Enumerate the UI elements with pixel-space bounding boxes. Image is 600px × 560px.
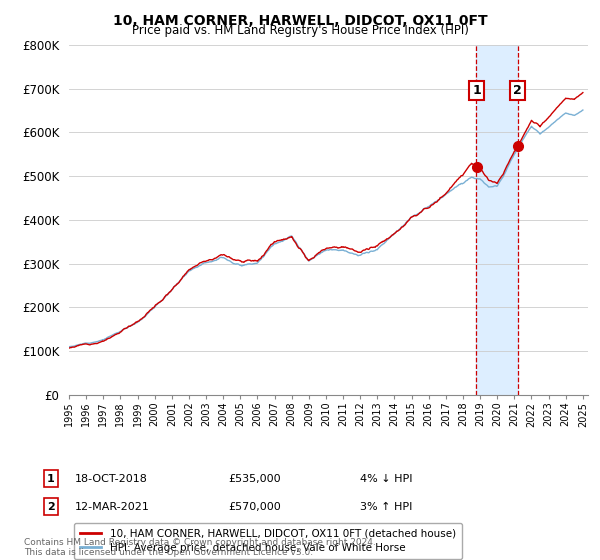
Text: Contains HM Land Registry data © Crown copyright and database right 2024.
This d: Contains HM Land Registry data © Crown c… (24, 538, 376, 557)
Text: 18-OCT-2018: 18-OCT-2018 (75, 474, 148, 484)
Text: 12-MAR-2021: 12-MAR-2021 (75, 502, 150, 512)
Text: £570,000: £570,000 (228, 502, 281, 512)
Bar (476, 45, 518, 395)
Legend: 10, HAM CORNER, HARWELL, DIDCOT, OX11 0FT (detached house), HPI: Average price, : 10, HAM CORNER, HARWELL, DIDCOT, OX11 0F… (74, 522, 462, 559)
Text: 4% ↓ HPI: 4% ↓ HPI (360, 474, 413, 484)
Text: 2: 2 (513, 84, 522, 97)
Text: 1: 1 (472, 84, 481, 97)
Text: 3% ↑ HPI: 3% ↑ HPI (360, 502, 412, 512)
Text: 10, HAM CORNER, HARWELL, DIDCOT, OX11 0FT: 10, HAM CORNER, HARWELL, DIDCOT, OX11 0F… (113, 14, 487, 28)
Text: £535,000: £535,000 (228, 474, 281, 484)
Text: Price paid vs. HM Land Registry's House Price Index (HPI): Price paid vs. HM Land Registry's House … (131, 24, 469, 37)
Text: 1: 1 (47, 474, 55, 484)
Text: 2: 2 (47, 502, 55, 512)
